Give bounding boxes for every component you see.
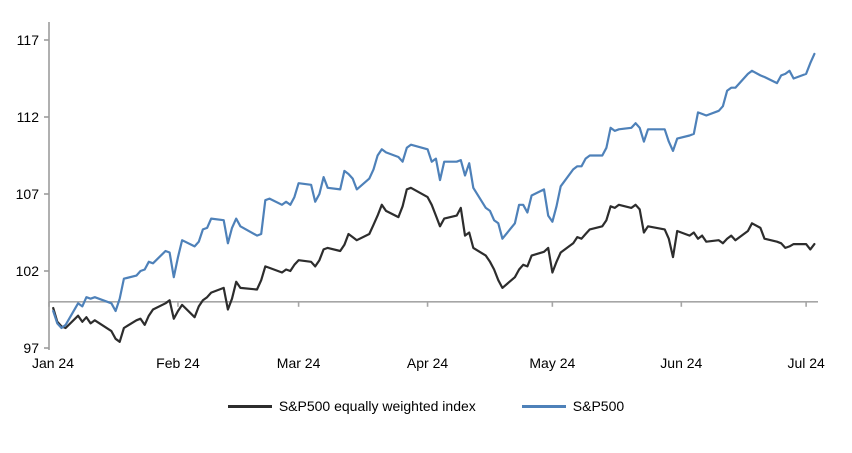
y-tick-label: 107 (16, 186, 40, 202)
equal-weight-line-swatch (227, 404, 272, 408)
x-tick-label: Jun 24 (660, 355, 702, 371)
y-tick-label: 97 (23, 340, 39, 356)
x-tick-label: Jan 24 (32, 355, 74, 371)
x-tick-label: Apr 24 (407, 355, 448, 371)
y-tick-label: 102 (16, 263, 40, 279)
sp500-line-swatch (521, 404, 566, 408)
legend-label-sp500: S&P500 (572, 398, 625, 414)
x-tick-label: Feb 24 (156, 355, 200, 371)
chart-canvas: Jan 24 Feb 24 Mar 24 Apr 24 May 24 Jun 24 Jul … (16, 22, 825, 371)
legend-item-sp500: S&P500 (521, 398, 625, 414)
sp500-line (52, 52, 816, 330)
x-axis-labels: Jan 24 Feb 24 Mar 24 Apr 24 May 24 Jun 24 Jul … (32, 355, 825, 371)
equal-weight-index-line (52, 186, 816, 343)
x-tick-label: Jul 24 (787, 355, 825, 371)
legend-item-equal-weight: S&P500 equally weighted index (227, 398, 476, 414)
legend-label-equal-weight: S&P500 equally weighted index (278, 398, 476, 414)
y-axis (44, 22, 50, 350)
chart-legend: S&P500 equally weighted index S&P500 (0, 398, 852, 414)
y-tick-label: 117 (17, 32, 40, 48)
x-tick-label: Mar 24 (277, 355, 321, 371)
y-tick-label: 112 (17, 109, 40, 125)
data-series-group (52, 52, 816, 343)
y-axis-labels: 97 102 107 112 117 (16, 32, 40, 356)
x-tick-label: May 24 (529, 355, 575, 371)
